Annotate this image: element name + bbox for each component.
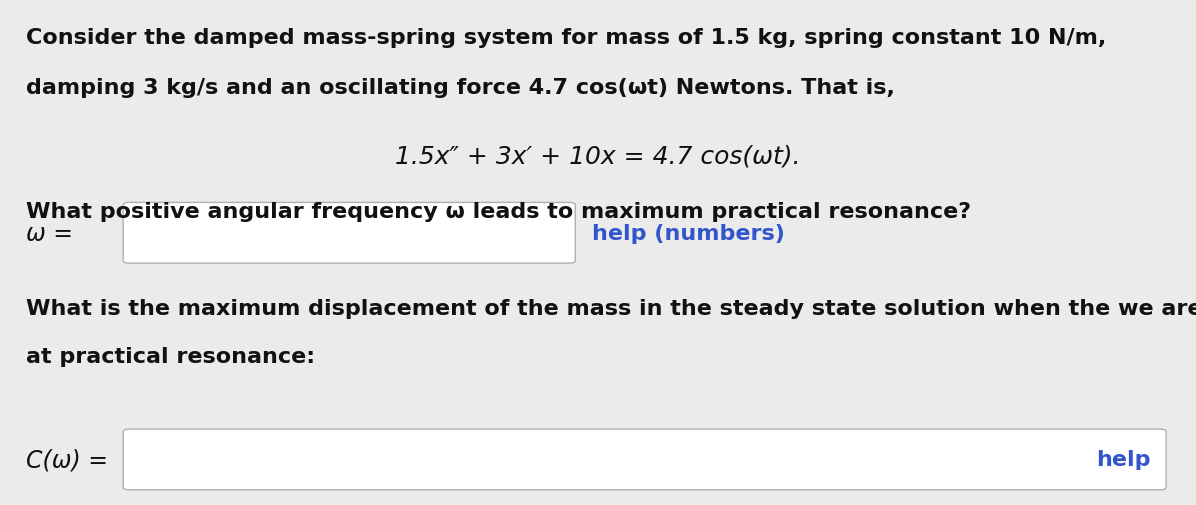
Text: What is the maximum displacement of the mass in the steady state solution when t: What is the maximum displacement of the … [26, 298, 1196, 318]
Text: C(ω) =: C(ω) = [26, 447, 109, 472]
FancyBboxPatch shape [123, 203, 575, 264]
Text: help (numbers): help (numbers) [592, 223, 785, 243]
Text: help: help [1096, 449, 1151, 470]
Text: at practical resonance:: at practical resonance: [26, 346, 316, 366]
FancyBboxPatch shape [123, 429, 1166, 490]
Text: ω =: ω = [26, 221, 73, 245]
Text: What positive angular frequency ω leads to maximum practical resonance?: What positive angular frequency ω leads … [26, 202, 971, 222]
Text: 1.5x″ + 3x′ + 10x = 4.7 cos(ωt).: 1.5x″ + 3x′ + 10x = 4.7 cos(ωt). [395, 144, 801, 168]
Text: Consider the damped mass-spring system for mass of 1.5 kg, spring constant 10 N/: Consider the damped mass-spring system f… [26, 28, 1106, 48]
Text: damping 3 kg/s and an oscillating force 4.7 cos(ωt) Newtons. That is,: damping 3 kg/s and an oscillating force … [26, 78, 895, 98]
